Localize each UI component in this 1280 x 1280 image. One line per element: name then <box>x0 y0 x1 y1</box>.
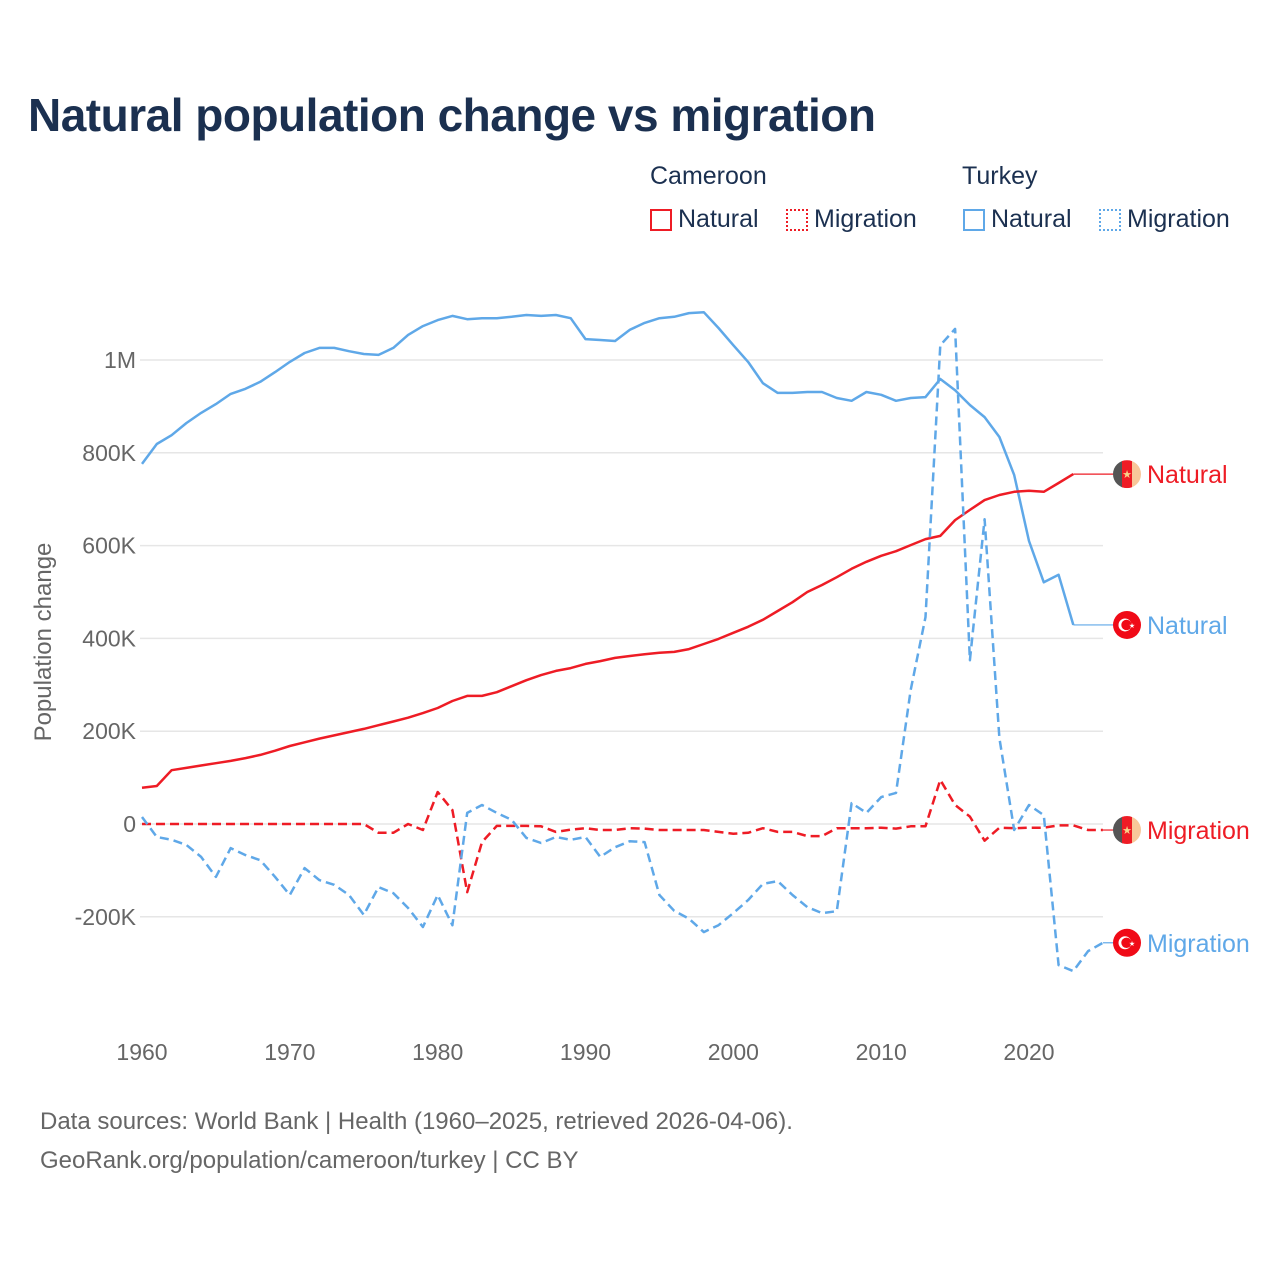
y-tick-label: 600K <box>82 533 136 559</box>
legend-label: Migration <box>1127 205 1230 233</box>
x-tick-label: 1970 <box>264 1039 315 1065</box>
legend-swatch-solid <box>963 208 985 231</box>
turkey-flag-icon: ★ <box>1113 928 1141 957</box>
star-icon: ★ <box>1122 469 1132 481</box>
turkey-natural-line <box>140 310 1075 626</box>
cameroon-migration-line <box>142 778 1103 894</box>
cameroon-flag-icon: ★ <box>1113 460 1141 489</box>
x-tick-label: 2000 <box>708 1039 759 1065</box>
y-axis-label: Population change <box>30 543 57 742</box>
cameroon-natural-end-label: Natural <box>1147 461 1228 489</box>
cameroon-migration-end-label: Migration <box>1147 817 1250 845</box>
cameroon-flag-icon: ★ <box>1113 816 1141 845</box>
legend-cameroon-natural[interactable]: Natural <box>650 205 759 234</box>
y-tick-label: 400K <box>82 625 136 651</box>
legend-turkey-natural[interactable]: Natural <box>963 205 1072 234</box>
turkey-flag-icon: ★ <box>1113 610 1141 639</box>
x-tick-label: 1980 <box>412 1039 463 1065</box>
crescent-inner <box>1121 619 1132 631</box>
flag-stripe-left <box>1113 816 1123 845</box>
y-tick-label: 0 <box>123 811 136 837</box>
legend-turkey-migration[interactable]: Migration <box>1099 205 1230 234</box>
legend-group-turkey: Turkey <box>962 162 1038 190</box>
legend-label: Natural <box>678 205 759 233</box>
flag-stripe-middle <box>1122 816 1132 845</box>
crescent-inner <box>1121 937 1132 948</box>
legend-label: Migration <box>814 205 917 233</box>
y-tick-label: 800K <box>82 440 136 466</box>
star-icon: ★ <box>1129 622 1135 630</box>
legend-swatch-dotted <box>786 208 808 231</box>
legend-cameroon-migration[interactable]: Migration <box>786 205 917 234</box>
turkey-migration-end-label: Migration <box>1147 930 1250 958</box>
legend-swatch-solid <box>650 208 672 231</box>
y-tick-label: 200K <box>82 718 136 744</box>
footer-credit[interactable]: GeoRank.org/population/cameroon/turkey |… <box>40 1147 579 1174</box>
x-tick-label: 1960 <box>116 1039 167 1065</box>
flag-stripe-left <box>1113 460 1123 489</box>
flag-stripe-right <box>1132 816 1141 845</box>
star-icon: ★ <box>1122 825 1132 837</box>
flag-stripe-middle <box>1122 460 1132 489</box>
footer-sources: Data sources: World Bank | Health (1960–… <box>40 1108 793 1135</box>
y-tick-label: -200K <box>75 904 137 930</box>
cameroon-natural-line <box>141 473 1074 790</box>
x-tick-label: 1990 <box>560 1039 611 1065</box>
legend-swatch-dotted <box>1099 208 1121 231</box>
x-tick-label: 2010 <box>856 1039 907 1065</box>
flag-stripe-right <box>1132 460 1141 489</box>
legend-group-cameroon: Cameroon <box>650 162 767 190</box>
y-tick-label: 1M <box>104 347 136 373</box>
turkey-natural-end-label: Natural <box>1147 612 1228 640</box>
chart-title: Natural population change vs migration <box>28 89 876 141</box>
turkey-migration-line <box>140 327 1104 973</box>
x-tick-label: 2020 <box>1003 1039 1054 1065</box>
star-icon: ★ <box>1129 940 1135 948</box>
legend-label: Natural <box>991 205 1072 233</box>
